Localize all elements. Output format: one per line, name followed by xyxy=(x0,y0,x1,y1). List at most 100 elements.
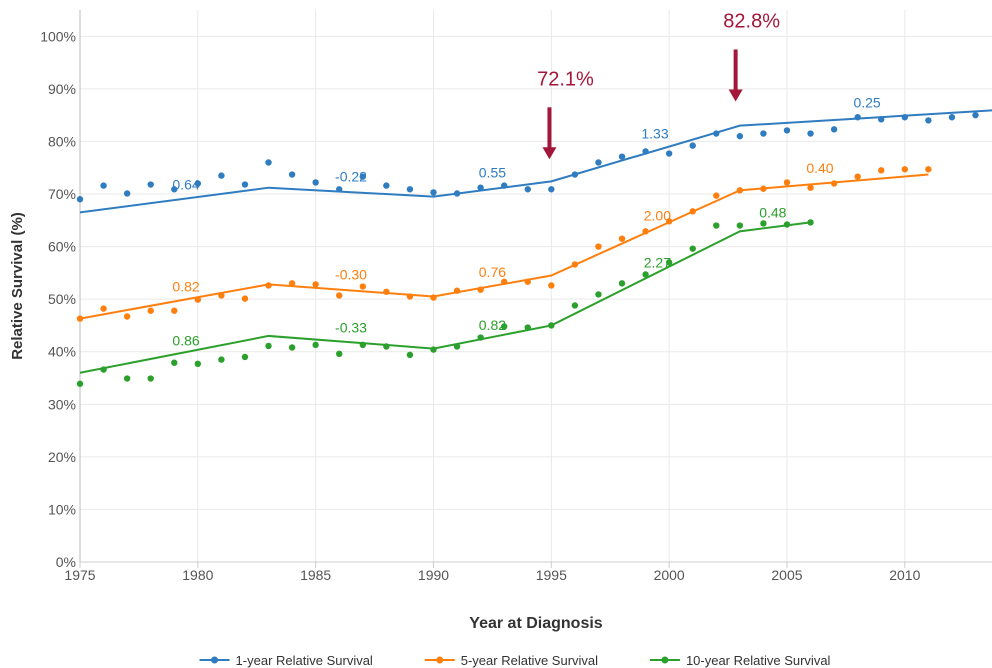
data-point xyxy=(571,261,579,268)
data-point xyxy=(477,286,484,293)
apc-label: 0.76 xyxy=(479,264,506,280)
y-tick-label: 100% xyxy=(40,28,76,44)
data-point xyxy=(500,182,508,189)
data-point xyxy=(689,142,696,149)
data-point xyxy=(241,295,249,302)
data-point xyxy=(595,159,602,166)
data-point xyxy=(100,366,107,373)
apc-label: -0.33 xyxy=(335,320,367,336)
apc-label: 0.64 xyxy=(172,177,199,193)
data-point xyxy=(807,219,814,226)
trend-line xyxy=(79,109,992,214)
legend-marker xyxy=(436,656,444,664)
apc-label: -0.22 xyxy=(335,169,367,185)
data-point xyxy=(901,166,909,173)
data-point xyxy=(288,280,296,287)
data-point xyxy=(760,185,767,192)
data-point xyxy=(265,159,272,166)
x-tick-label: 2005 xyxy=(771,567,802,583)
data-point xyxy=(453,190,461,197)
data-point xyxy=(336,186,343,193)
legend-marker xyxy=(211,656,219,664)
data-point xyxy=(665,150,673,157)
apc-label: -0.30 xyxy=(335,266,367,282)
apc-label: 0.40 xyxy=(806,160,833,176)
data-point xyxy=(194,296,202,303)
data-point xyxy=(312,341,319,349)
trend-line xyxy=(79,173,929,320)
trend-line xyxy=(79,221,811,374)
data-point xyxy=(901,114,909,121)
data-point xyxy=(500,278,508,285)
apc-label: 0.86 xyxy=(172,333,199,349)
data-point xyxy=(665,218,673,225)
data-point xyxy=(972,111,979,119)
x-tick-label: 2010 xyxy=(889,567,920,583)
legend-label: 1-year Relative Survival xyxy=(236,653,373,668)
data-point xyxy=(783,179,791,186)
data-point xyxy=(595,291,602,298)
data-point xyxy=(241,353,249,361)
apc-label: 0.25 xyxy=(853,95,880,111)
data-point xyxy=(100,182,107,189)
y-tick-label: 20% xyxy=(48,449,76,465)
data-point xyxy=(312,281,319,288)
legend-label: 10-year Relative Survival xyxy=(686,653,831,668)
data-point xyxy=(925,117,932,124)
data-point xyxy=(171,186,178,193)
data-point xyxy=(736,132,744,140)
data-point xyxy=(854,173,861,180)
data-point xyxy=(383,182,390,189)
y-axis-title: Relative Survival (%) xyxy=(9,212,26,360)
data-point xyxy=(736,187,744,194)
data-point xyxy=(548,282,555,289)
data-point xyxy=(760,130,767,137)
data-point xyxy=(618,280,626,287)
legend-marker xyxy=(661,656,669,664)
data-point xyxy=(642,228,649,235)
data-point xyxy=(689,245,696,252)
data-point xyxy=(595,243,602,250)
data-point xyxy=(430,294,437,301)
x-tick-label: 1985 xyxy=(300,567,331,583)
data-point xyxy=(194,360,202,368)
y-tick-label: 50% xyxy=(48,291,76,307)
annotation: 82.8% xyxy=(723,10,780,32)
apc-label: 0.82 xyxy=(479,317,506,333)
data-point xyxy=(807,184,814,191)
data-point xyxy=(430,346,437,353)
data-point xyxy=(171,359,178,366)
data-point xyxy=(241,181,249,188)
data-point xyxy=(406,351,414,359)
data-point xyxy=(548,186,555,193)
apc-label: 2.27 xyxy=(644,254,671,270)
data-point xyxy=(383,343,390,350)
data-point xyxy=(618,153,626,160)
y-tick-label: 10% xyxy=(48,501,76,517)
data-point xyxy=(665,259,673,266)
data-point xyxy=(218,292,225,299)
data-point xyxy=(406,293,414,300)
data-point xyxy=(783,127,791,134)
x-tick-label: 1975 xyxy=(64,567,95,583)
y-tick-label: 80% xyxy=(48,133,76,149)
data-point xyxy=(265,342,272,350)
data-point xyxy=(147,181,154,188)
x-tick-label: 2000 xyxy=(654,567,685,583)
data-point xyxy=(642,148,649,155)
data-point xyxy=(524,186,531,193)
data-point xyxy=(288,171,296,178)
data-point xyxy=(288,344,296,351)
data-point xyxy=(147,375,154,382)
data-point xyxy=(453,343,461,350)
data-point xyxy=(524,278,531,285)
legend-label: 5-year Relative Survival xyxy=(461,653,598,668)
apc-label: 0.55 xyxy=(479,164,506,180)
annotation-arrowhead xyxy=(728,89,743,102)
data-point xyxy=(878,116,885,123)
data-point xyxy=(312,179,319,186)
apc-label: 2.00 xyxy=(644,208,671,224)
data-point xyxy=(383,288,390,295)
data-point xyxy=(571,302,579,309)
data-point xyxy=(500,323,508,330)
